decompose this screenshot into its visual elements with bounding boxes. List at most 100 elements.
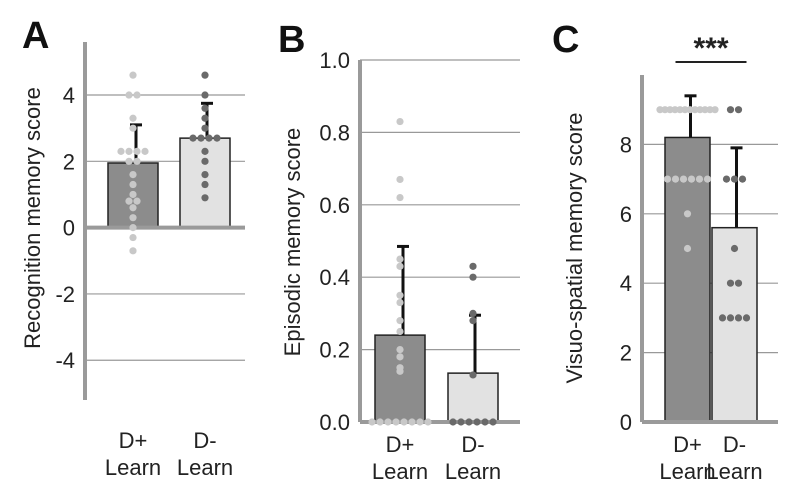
x-tick-label: D+ <box>119 428 148 453</box>
x-tick-label: D- <box>723 432 746 457</box>
data-point <box>133 157 141 165</box>
data-point <box>711 106 719 114</box>
data-point <box>201 71 209 79</box>
data-point <box>129 124 137 132</box>
data-point <box>396 353 404 361</box>
data-point <box>671 175 680 183</box>
data-point <box>125 197 133 205</box>
data-point <box>661 106 669 114</box>
data-point <box>392 418 400 426</box>
data-point <box>695 175 704 183</box>
data-point <box>396 262 404 270</box>
y-axis-label: Visuo-spatial memory score <box>562 112 587 383</box>
data-point <box>201 104 209 112</box>
data-point <box>473 418 481 426</box>
data-point <box>396 193 404 202</box>
data-point <box>686 106 694 114</box>
y-tick-label: 0 <box>620 410 632 435</box>
x-tick-label: Learn <box>445 459 501 484</box>
data-point <box>691 106 699 114</box>
data-point <box>469 309 477 317</box>
data-point <box>129 214 137 222</box>
y-tick-label: 0.6 <box>319 193 350 218</box>
data-point <box>481 418 489 426</box>
bar <box>711 226 758 423</box>
data-point <box>129 190 137 199</box>
data-point <box>189 134 197 142</box>
data-point <box>201 91 209 99</box>
data-point <box>416 418 424 426</box>
y-tick-label: 6 <box>620 202 632 227</box>
x-tick-label: D+ <box>386 432 415 457</box>
data-point <box>129 170 137 179</box>
data-point <box>679 175 688 183</box>
data-point <box>457 418 465 426</box>
data-point <box>718 314 727 322</box>
data-point <box>396 291 404 299</box>
data-point <box>449 418 457 426</box>
data-point <box>400 418 408 426</box>
data-point <box>201 170 209 179</box>
x-tick-label: Learn <box>372 459 428 484</box>
data-point <box>706 106 714 114</box>
data-point <box>469 262 477 270</box>
panel-letter: B <box>278 19 305 61</box>
data-point <box>424 418 432 426</box>
data-point <box>129 233 137 242</box>
panel-letter: A <box>22 15 49 57</box>
data-point <box>734 314 743 322</box>
data-point <box>396 346 404 354</box>
data-point <box>396 175 404 184</box>
x-tick-label: Learn <box>105 455 161 480</box>
data-point <box>671 106 679 114</box>
data-point <box>734 106 743 114</box>
y-tick-label: -4 <box>55 348 75 373</box>
x-tick-label: D+ <box>673 432 702 457</box>
data-point <box>742 314 751 322</box>
data-point <box>656 106 664 114</box>
data-point <box>738 175 747 183</box>
y-tick-label: 0.4 <box>319 265 350 290</box>
data-point <box>696 106 704 114</box>
data-point <box>396 367 404 375</box>
y-tick-label: 4 <box>63 83 75 108</box>
data-point <box>687 175 696 183</box>
data-point <box>676 106 684 114</box>
data-point <box>117 147 125 155</box>
data-point <box>133 197 141 205</box>
bar <box>664 136 711 423</box>
x-tick-label: Learn <box>706 459 762 484</box>
data-point <box>129 247 137 255</box>
data-point <box>201 180 209 189</box>
data-point <box>129 180 137 189</box>
data-point <box>408 418 416 426</box>
data-point <box>129 224 137 232</box>
data-point <box>730 175 739 183</box>
data-point <box>197 134 205 142</box>
data-point <box>201 124 209 132</box>
x-tick-label: D- <box>193 428 216 453</box>
data-point <box>201 194 209 202</box>
data-point <box>396 255 404 263</box>
data-point <box>129 204 137 212</box>
data-point <box>666 106 674 114</box>
data-point <box>376 418 384 426</box>
data-point <box>384 418 392 426</box>
data-point <box>683 210 692 218</box>
data-point <box>205 134 213 142</box>
data-point <box>683 244 692 253</box>
data-point <box>213 134 221 142</box>
y-tick-label: -2 <box>55 282 75 307</box>
significance-label: *** <box>693 32 728 65</box>
y-tick-label: 1.0 <box>319 48 350 73</box>
y-tick-label: 0.0 <box>319 410 350 435</box>
data-point <box>722 175 731 183</box>
y-axis-label: Recognition memory score <box>20 87 45 349</box>
y-tick-label: 8 <box>620 132 632 157</box>
data-point <box>133 91 141 99</box>
data-point <box>129 71 137 79</box>
y-tick-label: 0.8 <box>319 120 350 145</box>
data-point <box>734 279 743 287</box>
